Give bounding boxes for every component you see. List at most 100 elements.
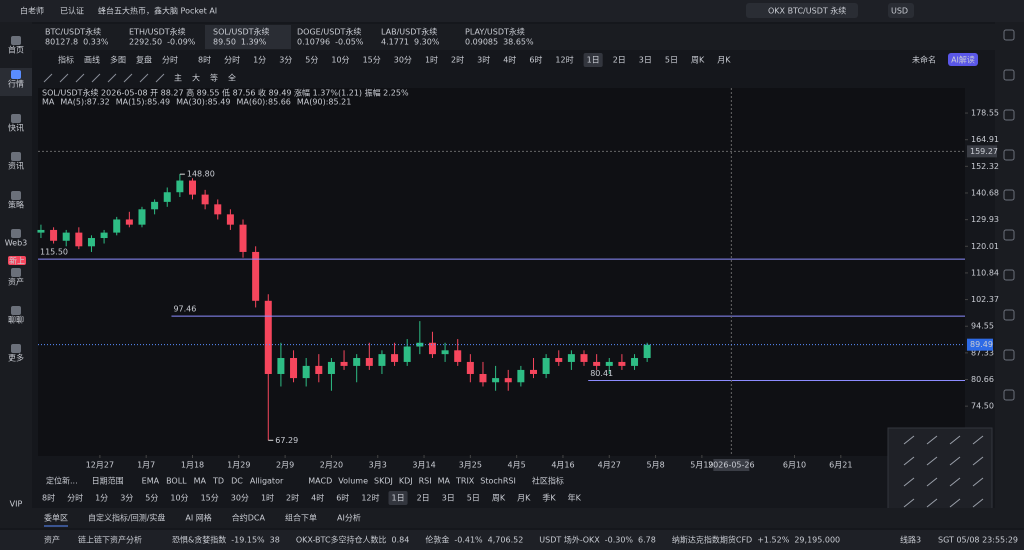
main-mark[interactable]: 全 [228,73,236,83]
period-button[interactable]: 15分 [201,494,219,503]
period-button[interactable]: 3日 [442,494,455,503]
bottom-tab[interactable]: 组合下单 [285,513,317,523]
palette-tool[interactable] [949,498,961,508]
palette-tool[interactable] [972,456,984,466]
period-button[interactable]: 1分 [253,56,266,65]
period-button[interactable]: 月K [717,56,731,65]
tool-button[interactable]: 指标 [58,55,74,65]
period-button[interactable]: 8时 [42,493,55,503]
main-mark[interactable]: 等 [210,73,218,83]
sidebar-item[interactable]: 策略 [8,200,24,210]
palette-tool[interactable] [903,435,915,445]
palette-tool[interactable] [903,498,915,508]
palette-tool[interactable] [903,477,915,487]
period-button[interactable]: 年K [568,493,582,503]
period-button[interactable]: 1时 [425,55,438,65]
sub-indicator[interactable]: SKDJ [374,477,393,486]
sidebar-item[interactable]: Web3 [5,239,28,248]
sidebar-item[interactable]: 更多 [8,353,24,363]
main-indicator[interactable]: DC [231,477,243,486]
main-indicator[interactable]: TD [212,477,224,486]
main-indicator[interactable]: EMA [142,477,160,486]
period-button[interactable]: 1分 [95,494,108,503]
palette-tool[interactable] [972,435,984,445]
right-tool[interactable] [1003,389,1015,401]
right-tool[interactable] [1003,149,1015,161]
tool-button[interactable]: 复盘 [136,55,152,65]
right-tool[interactable] [1003,269,1015,281]
sidebar-item[interactable]: 行情 [8,79,24,89]
period-button[interactable]: 1日 [392,494,405,503]
period-button[interactable]: 15分 [363,56,381,65]
period-button[interactable]: 2时 [451,55,464,65]
period-button[interactable]: 6时 [529,55,542,65]
period-button[interactable]: 12时 [361,493,379,503]
palette-tool[interactable] [972,498,984,508]
sub-indicator[interactable]: StochRSI [480,477,516,486]
right-tool[interactable] [1003,309,1015,321]
palette-tool[interactable] [926,477,938,487]
main-mark[interactable]: 主 [174,73,182,83]
right-tool[interactable] [1003,189,1015,201]
palette-tool[interactable] [926,456,938,466]
bottom-tab[interactable]: 委单区 [44,513,68,523]
palette-tool[interactable] [949,477,961,487]
palette-tool[interactable] [949,435,961,445]
period-button[interactable]: 2日 [613,56,626,65]
period-button[interactable]: 分时 [224,55,240,65]
right-tool[interactable] [1003,349,1015,361]
period-button[interactable]: 5日 [467,494,480,503]
community-indicators[interactable]: 社区指标 [532,476,564,486]
palette-tool[interactable] [926,435,938,445]
tool-button[interactable]: 画线 [84,55,100,65]
sidebar-item[interactable]: 首页 [8,45,24,55]
period-button[interactable]: 6时 [336,493,349,503]
ticker-name[interactable]: BTC/USDT永续 [45,27,101,37]
period-button[interactable]: 5分 [305,56,318,65]
period-button[interactable]: 周K [691,56,705,65]
right-tool[interactable] [1003,29,1015,41]
period-button[interactable]: 周K [492,494,506,503]
period-button[interactable]: 10分 [170,494,188,503]
palette-tool[interactable] [972,477,984,487]
period-button[interactable]: 1日 [587,56,600,65]
sub-indicator[interactable]: RSI [419,477,432,486]
period-button[interactable]: 3分 [279,56,292,65]
sub-indicator[interactable]: KDJ [399,477,413,486]
period-button[interactable]: 4时 [503,55,516,65]
indicator-left[interactable]: 定位新... [46,476,78,486]
sidebar-item[interactable]: 快讯 [8,123,24,133]
period-button[interactable]: 10分 [331,56,349,65]
period-button[interactable]: 3分 [120,494,133,503]
main-indicator[interactable]: MA [194,477,207,486]
search-box[interactable] [746,3,858,18]
sidebar-item[interactable]: 资产 [8,277,24,287]
layout-name[interactable]: 未命名 [912,55,936,65]
sidebar-item[interactable]: 聊聊 [8,316,24,325]
period-button[interactable]: 季K [542,493,556,503]
currency-select[interactable] [888,3,914,18]
period-button[interactable]: 3时 [477,55,490,65]
bottom-tab[interactable]: AI 网格 [185,513,211,523]
ai-button[interactable] [948,53,978,66]
period-button[interactable]: 2时 [286,493,299,503]
right-tool[interactable] [1003,229,1015,241]
period-button[interactable]: 12时 [555,55,573,65]
period-button[interactable]: 3日 [639,56,652,65]
period-button[interactable]: 1时 [261,493,274,503]
palette-tool[interactable] [903,456,915,466]
main-mark[interactable]: 大 [192,73,200,83]
period-button[interactable]: 8时 [198,55,211,65]
status-link[interactable]: 链上链下资产分析 [78,535,142,545]
sub-indicator[interactable]: TRIX [455,477,475,486]
tool-button[interactable]: 多图 [110,55,126,65]
period-button[interactable]: 5日 [665,56,678,65]
period-button[interactable]: 4时 [311,493,324,503]
sidebar-item[interactable]: 资讯 [8,161,24,171]
ticker-name[interactable]: ETH/USDT永续 [129,27,186,37]
bottom-tab[interactable]: 合约DCA [232,513,266,523]
ticker-name[interactable]: SOL/USDT永续 [213,27,270,37]
right-tool[interactable] [1003,69,1015,81]
sub-indicator[interactable]: MA [438,477,451,486]
right-tool[interactable] [1003,109,1015,121]
